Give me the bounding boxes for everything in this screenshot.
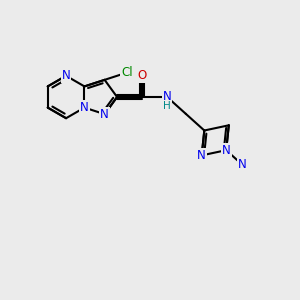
Text: N: N xyxy=(222,144,231,157)
Text: O: O xyxy=(137,69,147,82)
Text: N: N xyxy=(197,149,206,162)
Text: N: N xyxy=(80,101,89,114)
Text: N: N xyxy=(163,91,172,103)
Text: H: H xyxy=(163,101,171,111)
Text: N: N xyxy=(100,108,109,121)
Text: N: N xyxy=(62,69,70,82)
Text: Cl: Cl xyxy=(121,66,133,79)
Text: N: N xyxy=(238,158,246,171)
